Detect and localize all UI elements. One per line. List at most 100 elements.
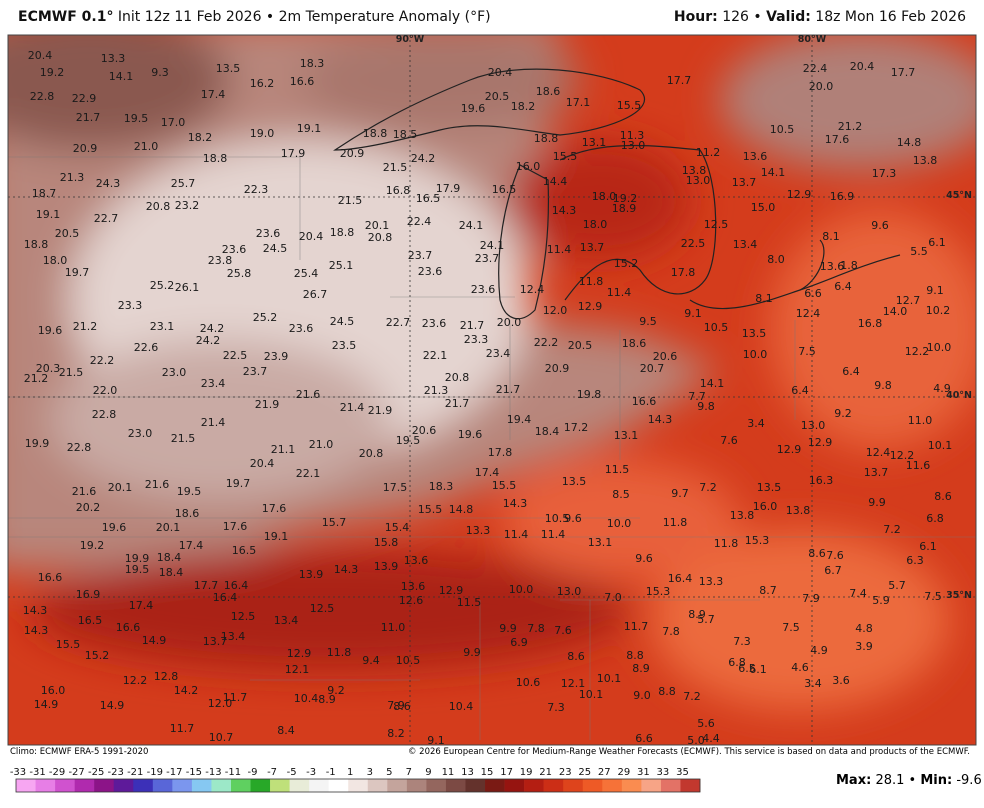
station-value: 12.5 bbox=[310, 602, 335, 615]
station-value: 12.6 bbox=[399, 594, 424, 607]
station-value: 21.2 bbox=[838, 120, 863, 133]
station-value: 15.8 bbox=[374, 536, 399, 549]
station-value: 16.4 bbox=[668, 572, 693, 585]
station-value: 5.9 bbox=[872, 594, 890, 607]
colorbar-label: -3 bbox=[306, 767, 316, 778]
colorbar-cell bbox=[152, 779, 173, 792]
station-value: 11.7 bbox=[624, 620, 649, 633]
station-value: 17.5 bbox=[383, 481, 408, 494]
station-value: 12.4 bbox=[866, 446, 891, 459]
station-value: 10.6 bbox=[516, 676, 541, 689]
station-value: 18.6 bbox=[175, 507, 200, 520]
station-value: 18.8 bbox=[534, 132, 559, 145]
station-value: 19.7 bbox=[226, 477, 251, 490]
station-value: 22.0 bbox=[93, 384, 118, 397]
min: -9.6 bbox=[956, 773, 981, 788]
station-value: 9.9 bbox=[499, 622, 517, 635]
station-value: 19.5 bbox=[125, 563, 150, 576]
colorbar-cell bbox=[250, 779, 271, 792]
station-value: 6.4 bbox=[791, 384, 809, 397]
station-value: 19.9 bbox=[125, 552, 150, 565]
station-value: 22.2 bbox=[534, 336, 559, 349]
station-value: 8.6 bbox=[393, 700, 411, 713]
station-value: 6.1 bbox=[928, 236, 946, 249]
station-value: 12.5 bbox=[704, 218, 729, 231]
station-value: 7.3 bbox=[733, 635, 751, 648]
station-value: 15.3 bbox=[745, 534, 770, 547]
station-value: 22.1 bbox=[423, 349, 448, 362]
station-value: 10.4 bbox=[449, 700, 474, 713]
station-value: 14.3 bbox=[23, 604, 48, 617]
colorbar-cell bbox=[641, 779, 662, 792]
station-value: 11.7 bbox=[223, 691, 248, 704]
colorbar-label: 23 bbox=[559, 767, 572, 778]
station-value: 16.8 bbox=[386, 184, 411, 197]
colorbar-label: 5 bbox=[386, 767, 392, 778]
station-value: 22.7 bbox=[386, 316, 411, 329]
station-value: 17.2 bbox=[564, 421, 589, 434]
station-value: 10.2 bbox=[926, 304, 951, 317]
station-value: 12.7 bbox=[896, 294, 921, 307]
station-value: 21.5 bbox=[338, 194, 363, 207]
max-label: Max: bbox=[836, 773, 871, 788]
station-value: 18.8 bbox=[203, 152, 228, 165]
station-value: 8.2 bbox=[387, 727, 405, 740]
colorbar-label: -13 bbox=[205, 767, 221, 778]
colorbar-label: -9 bbox=[248, 767, 258, 778]
colorbar-cell bbox=[16, 779, 36, 792]
station-value: 13.1 bbox=[614, 429, 639, 442]
station-value: 15.5 bbox=[56, 638, 81, 651]
colorbar-cell bbox=[270, 779, 290, 792]
station-value: 13.5 bbox=[562, 475, 587, 488]
station-value: 23.8 bbox=[208, 254, 233, 267]
station-value: 12.9 bbox=[808, 436, 833, 449]
station-value: 24.5 bbox=[263, 242, 288, 255]
station-value: 22.5 bbox=[681, 237, 706, 250]
station-value: 21.2 bbox=[24, 372, 49, 385]
station-value: 16.4 bbox=[224, 579, 249, 592]
grid-label: 80°W bbox=[798, 34, 827, 45]
station-value: 18.6 bbox=[622, 337, 647, 350]
station-value: 10.5 bbox=[545, 512, 570, 525]
station-value: 9.1 bbox=[427, 734, 445, 747]
station-value: 19.6 bbox=[461, 102, 486, 115]
colorbar-label: 17 bbox=[500, 767, 513, 778]
colorbar-cell bbox=[660, 779, 681, 792]
station-value: 26.1 bbox=[175, 281, 200, 294]
station-value: 20.4 bbox=[28, 49, 53, 62]
station-value: 11.6 bbox=[906, 459, 931, 472]
station-value: 24.2 bbox=[411, 152, 436, 165]
station-value: 10.4 bbox=[294, 692, 319, 705]
station-value: 7.5 bbox=[924, 590, 942, 603]
station-value: 12.4 bbox=[520, 283, 545, 296]
station-value: 21.7 bbox=[496, 383, 521, 396]
station-value: 8.9 bbox=[688, 608, 706, 621]
station-value: 3.9 bbox=[855, 640, 873, 653]
station-value: 17.7 bbox=[194, 579, 219, 592]
station-value: 13.6 bbox=[404, 554, 429, 567]
station-value: 11.3 bbox=[620, 129, 645, 142]
colorbar-label: -21 bbox=[127, 767, 143, 778]
station-value: 16.9 bbox=[830, 190, 855, 203]
station-value: 9.2 bbox=[834, 407, 852, 420]
station-value: 22.8 bbox=[92, 408, 117, 421]
station-value: 20.8 bbox=[445, 371, 470, 384]
station-value: 21.9 bbox=[368, 404, 393, 417]
station-value: 8.6 bbox=[567, 650, 585, 663]
station-value: 11.4 bbox=[541, 528, 566, 541]
station-value: 7.5 bbox=[782, 621, 800, 634]
station-value: 20.0 bbox=[497, 316, 522, 329]
station-value: 9.9 bbox=[463, 646, 481, 659]
station-value: 21.4 bbox=[340, 401, 365, 414]
station-value: 22.3 bbox=[244, 183, 269, 196]
station-value: 15.2 bbox=[614, 257, 639, 270]
station-value: 11.5 bbox=[457, 596, 482, 609]
station-value: 11.0 bbox=[908, 414, 933, 427]
station-value: 13.4 bbox=[274, 614, 299, 627]
station-value: 11.4 bbox=[504, 528, 529, 541]
station-value: 18.0 bbox=[592, 190, 617, 203]
station-value: 21.3 bbox=[60, 171, 85, 184]
station-value: 8.9 bbox=[632, 662, 650, 675]
station-value: 23.6 bbox=[418, 265, 443, 278]
colorbar-cell bbox=[55, 779, 75, 792]
